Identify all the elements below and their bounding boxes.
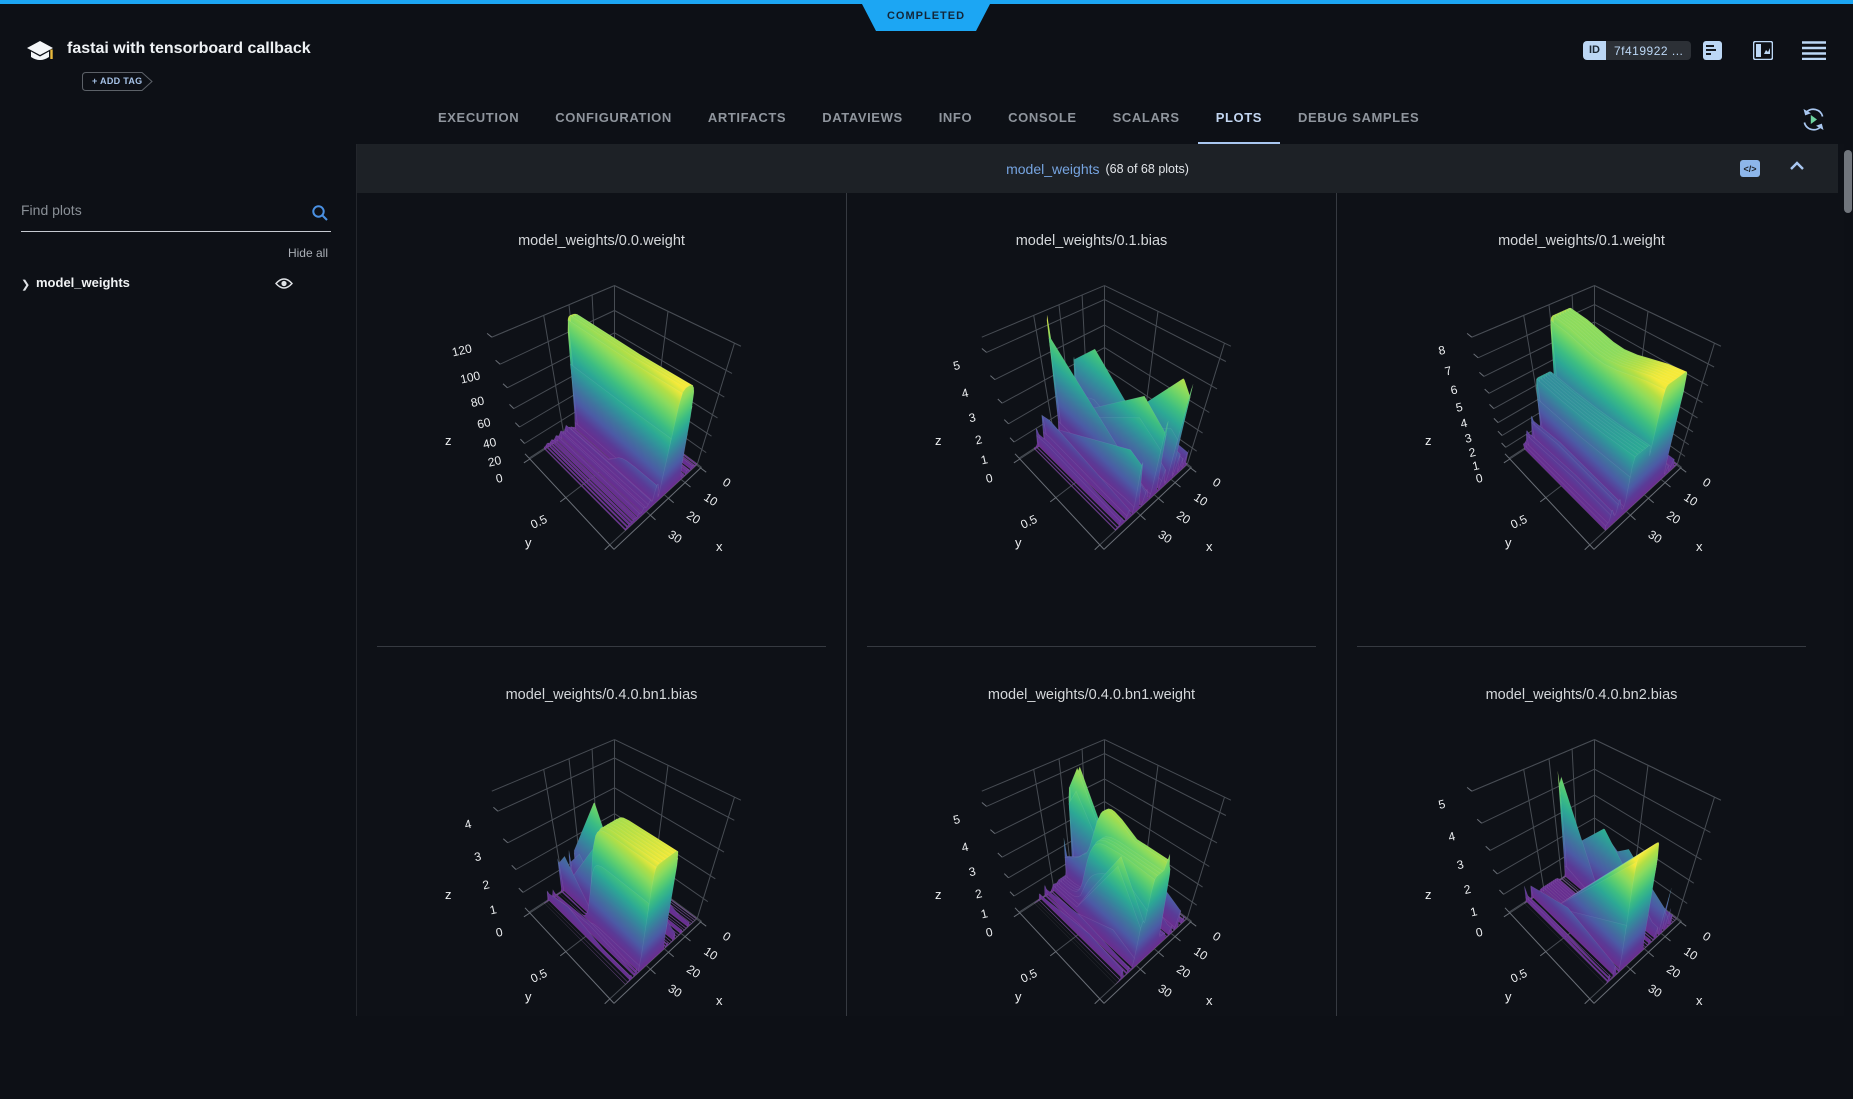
svg-text:80: 80 [469, 393, 485, 410]
svg-text:0: 0 [494, 471, 504, 486]
svg-text:1: 1 [488, 902, 498, 917]
svg-text:y: y [1505, 535, 1512, 550]
svg-text:0: 0 [984, 925, 994, 940]
svg-text:x: x [716, 539, 723, 554]
svg-text:120: 120 [451, 341, 474, 359]
svg-text:x: x [1206, 539, 1213, 554]
svg-text:1: 1 [979, 452, 989, 467]
svg-text:z: z [1425, 433, 1432, 448]
svg-text:0: 0 [1210, 475, 1223, 491]
svg-text:0: 0 [720, 929, 733, 945]
svg-text:z: z [935, 887, 942, 902]
svg-text:0: 0 [1700, 929, 1713, 945]
svg-text:0: 0 [984, 471, 994, 486]
svg-text:x: x [716, 993, 723, 1008]
svg-text:y: y [525, 989, 532, 1004]
svg-text:y: y [1015, 989, 1022, 1004]
svg-text:10: 10 [1191, 944, 1210, 963]
svg-text:y: y [1015, 535, 1022, 550]
svg-text:</>: </> [1743, 164, 1756, 174]
svg-text:2: 2 [1463, 882, 1473, 897]
svg-text:3: 3 [967, 864, 977, 879]
svg-text:3: 3 [967, 410, 977, 425]
svg-text:1: 1 [979, 906, 989, 921]
svg-text:0.5: 0.5 [528, 966, 549, 986]
svg-text:0: 0 [1700, 475, 1713, 491]
svg-text:4: 4 [960, 386, 970, 401]
svg-text:z: z [445, 887, 452, 902]
svg-text:2: 2 [974, 886, 984, 901]
svg-text:z: z [445, 433, 452, 448]
svg-text:30: 30 [666, 981, 685, 1000]
svg-text:0.5: 0.5 [528, 512, 549, 532]
svg-text:5: 5 [952, 812, 962, 827]
svg-text:4: 4 [960, 840, 970, 855]
svg-text:z: z [1425, 887, 1432, 902]
svg-text:10: 10 [701, 490, 720, 509]
svg-text:2: 2 [974, 432, 984, 447]
svg-text:2: 2 [1467, 445, 1477, 460]
svg-text:4: 4 [463, 817, 473, 832]
svg-text:20: 20 [1174, 962, 1193, 981]
svg-text:10: 10 [1191, 490, 1210, 509]
svg-text:8: 8 [1437, 343, 1447, 358]
svg-text:5: 5 [1454, 400, 1464, 415]
svg-text:y: y [1505, 989, 1512, 1004]
svg-text:10: 10 [1681, 490, 1700, 509]
svg-text:3: 3 [1455, 857, 1465, 872]
svg-text:30: 30 [666, 527, 685, 546]
svg-text:6: 6 [1449, 382, 1459, 397]
svg-text:20: 20 [1174, 508, 1193, 527]
svg-text:20: 20 [1664, 508, 1683, 527]
svg-text:4: 4 [1459, 416, 1469, 431]
svg-text:0: 0 [1474, 925, 1484, 940]
svg-text:0: 0 [720, 475, 733, 491]
svg-text:20: 20 [1664, 962, 1683, 981]
svg-text:0: 0 [1210, 929, 1223, 945]
svg-text:40: 40 [482, 435, 498, 452]
svg-text:60: 60 [476, 415, 492, 432]
svg-text:x: x [1696, 993, 1703, 1008]
svg-text:4: 4 [1447, 829, 1457, 844]
svg-text:0: 0 [494, 925, 504, 940]
svg-text:0.5: 0.5 [1508, 966, 1529, 986]
svg-text:2: 2 [481, 877, 491, 892]
svg-text:20: 20 [487, 453, 503, 470]
svg-text:x: x [1696, 539, 1703, 554]
svg-text:30: 30 [1646, 527, 1665, 546]
svg-text:10: 10 [1681, 944, 1700, 963]
svg-text:100: 100 [459, 368, 482, 386]
svg-text:20: 20 [684, 962, 703, 981]
svg-text:30: 30 [1156, 527, 1175, 546]
svg-text:30: 30 [1156, 981, 1175, 1000]
svg-text:y: y [525, 535, 532, 550]
svg-text:x: x [1206, 993, 1213, 1008]
svg-text:20: 20 [684, 508, 703, 527]
svg-text:z: z [935, 433, 942, 448]
svg-text:0: 0 [1474, 471, 1484, 486]
svg-text:5: 5 [952, 358, 962, 373]
svg-text:30: 30 [1646, 981, 1665, 1000]
svg-text:0.5: 0.5 [1018, 512, 1039, 532]
svg-text:5: 5 [1437, 797, 1447, 812]
svg-text:3: 3 [1463, 431, 1473, 446]
svg-text:7: 7 [1443, 363, 1453, 378]
svg-text:0.5: 0.5 [1018, 966, 1039, 986]
svg-text:1: 1 [1471, 458, 1481, 473]
svg-text:1: 1 [1469, 904, 1479, 919]
svg-text:0.5: 0.5 [1508, 512, 1529, 532]
svg-text:3: 3 [473, 849, 483, 864]
svg-text:10: 10 [701, 944, 720, 963]
